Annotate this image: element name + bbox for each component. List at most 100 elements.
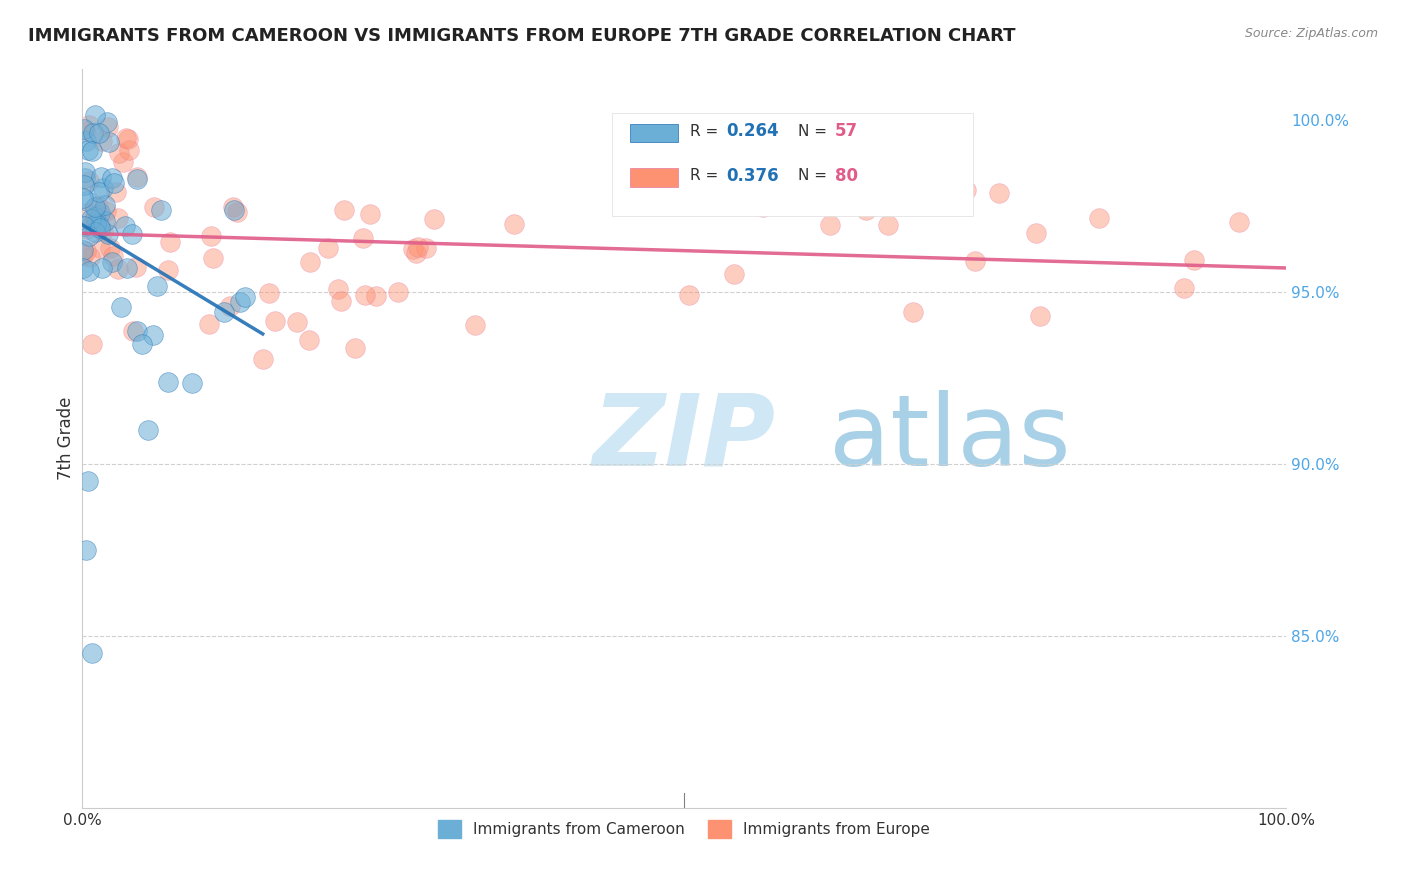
Point bbox=[87, 185, 110, 199]
Point bbox=[125, 169, 148, 184]
Point bbox=[333, 203, 356, 218]
Text: 0.376: 0.376 bbox=[725, 167, 779, 185]
Point bbox=[91, 135, 114, 149]
Point bbox=[72, 248, 94, 262]
Text: R =: R = bbox=[690, 124, 723, 139]
Point bbox=[955, 183, 977, 197]
Point bbox=[408, 240, 430, 254]
Point bbox=[77, 143, 100, 157]
Point bbox=[87, 208, 110, 222]
Text: N =: N = bbox=[799, 124, 832, 139]
Point bbox=[723, 267, 745, 281]
Point bbox=[200, 229, 222, 244]
Legend: Immigrants from Cameroon, Immigrants from Europe: Immigrants from Cameroon, Immigrants fro… bbox=[432, 814, 936, 845]
Point bbox=[1087, 211, 1109, 225]
Text: 0.264: 0.264 bbox=[725, 122, 779, 140]
Point bbox=[122, 325, 145, 339]
Y-axis label: 7th Grade: 7th Grade bbox=[58, 396, 75, 480]
Point bbox=[89, 220, 111, 235]
Text: IMMIGRANTS FROM CAMEROON VS IMMIGRANTS FROM EUROPE 7TH GRADE CORRELATION CHART: IMMIGRANTS FROM CAMEROON VS IMMIGRANTS F… bbox=[28, 27, 1015, 45]
Point bbox=[103, 177, 125, 191]
Point bbox=[79, 251, 101, 265]
Point bbox=[1025, 227, 1047, 241]
Point bbox=[76, 194, 98, 208]
Point bbox=[156, 376, 179, 390]
Point bbox=[75, 171, 97, 186]
Point bbox=[97, 120, 120, 134]
Point bbox=[75, 542, 97, 557]
Point bbox=[146, 278, 169, 293]
Point bbox=[299, 255, 322, 269]
Point bbox=[121, 227, 143, 241]
Point bbox=[1029, 309, 1052, 323]
Point bbox=[115, 131, 138, 145]
Point bbox=[84, 226, 107, 240]
Point bbox=[222, 200, 245, 214]
Point bbox=[110, 301, 132, 315]
Point bbox=[100, 241, 122, 255]
Point bbox=[353, 288, 375, 302]
Point bbox=[127, 324, 149, 338]
Point bbox=[77, 119, 100, 133]
Point bbox=[252, 352, 274, 367]
Point bbox=[83, 214, 105, 228]
Point bbox=[76, 222, 98, 236]
Point bbox=[143, 200, 166, 214]
Point bbox=[72, 244, 94, 258]
Point bbox=[157, 263, 180, 277]
Point bbox=[226, 204, 249, 219]
Point bbox=[415, 241, 437, 255]
Point bbox=[101, 249, 124, 263]
Point bbox=[965, 254, 987, 268]
Point bbox=[82, 126, 104, 140]
Point bbox=[72, 191, 94, 205]
Point bbox=[214, 305, 236, 319]
Point bbox=[75, 244, 97, 258]
Point bbox=[101, 255, 124, 269]
Text: Source: ZipAtlas.com: Source: ZipAtlas.com bbox=[1244, 27, 1378, 40]
Point bbox=[901, 305, 924, 319]
Point bbox=[463, 318, 485, 333]
Point bbox=[387, 285, 409, 299]
Point bbox=[233, 290, 256, 304]
Point bbox=[97, 227, 120, 242]
FancyBboxPatch shape bbox=[630, 169, 678, 186]
Text: ZIP: ZIP bbox=[592, 390, 776, 487]
Point bbox=[82, 145, 104, 159]
Point bbox=[84, 217, 107, 231]
Point bbox=[326, 282, 349, 296]
Point bbox=[93, 224, 115, 238]
Point bbox=[402, 242, 425, 256]
Point bbox=[316, 241, 339, 255]
Point bbox=[86, 207, 108, 221]
Point bbox=[1227, 215, 1250, 229]
Point bbox=[1173, 281, 1195, 295]
Point bbox=[423, 212, 446, 227]
Point bbox=[83, 108, 105, 122]
Point bbox=[197, 317, 219, 331]
Point bbox=[264, 314, 287, 328]
Point bbox=[73, 122, 96, 136]
Point bbox=[108, 145, 131, 160]
FancyBboxPatch shape bbox=[612, 113, 973, 217]
Point bbox=[366, 289, 388, 303]
Point bbox=[79, 211, 101, 226]
Point bbox=[89, 126, 111, 140]
Text: 80: 80 bbox=[835, 167, 858, 185]
Point bbox=[75, 124, 97, 138]
Point bbox=[141, 328, 163, 343]
Point bbox=[298, 333, 321, 347]
Point bbox=[344, 341, 367, 355]
Point bbox=[117, 132, 139, 146]
Text: N =: N = bbox=[799, 169, 832, 183]
FancyBboxPatch shape bbox=[630, 124, 678, 143]
Point bbox=[96, 115, 118, 129]
Point bbox=[218, 299, 240, 313]
Point bbox=[91, 181, 114, 195]
Point bbox=[84, 210, 107, 224]
Point bbox=[77, 474, 100, 488]
Point bbox=[94, 198, 117, 212]
Point bbox=[131, 336, 153, 351]
Point bbox=[229, 294, 252, 309]
Point bbox=[257, 285, 280, 300]
